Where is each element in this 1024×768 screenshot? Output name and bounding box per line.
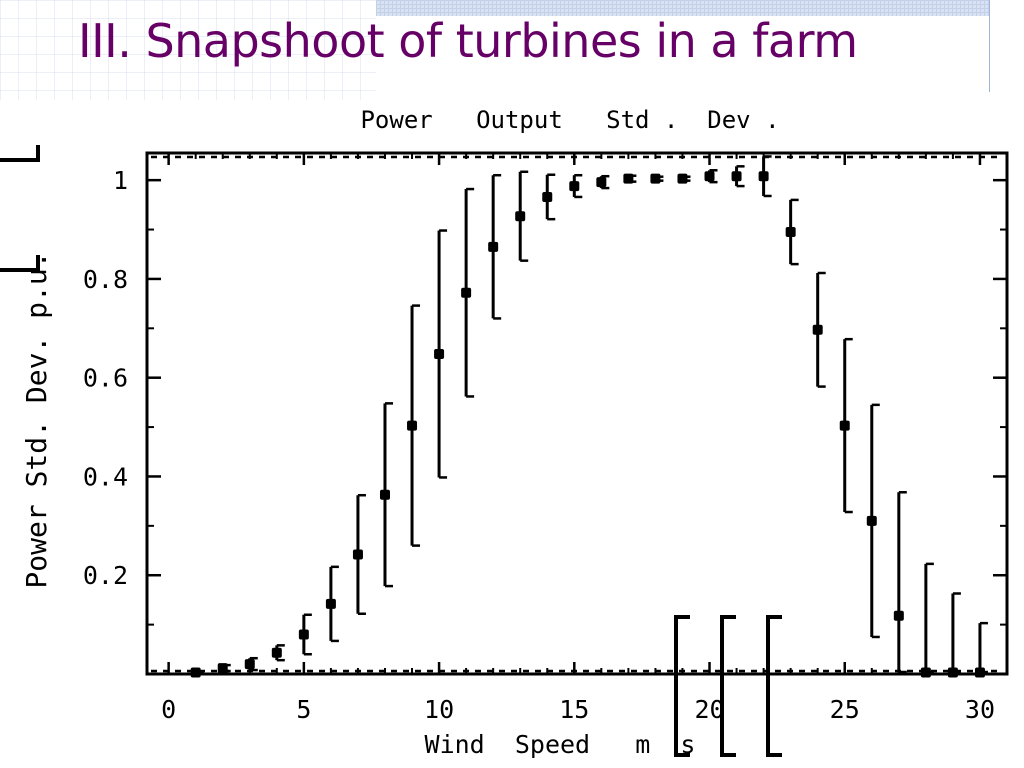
data-point xyxy=(839,420,850,431)
data-point xyxy=(758,171,769,182)
plot-area: 0 5 10 15 20 25 30 0.2 0.4 0.6 0.8 1 xyxy=(83,151,1009,724)
y-tick-label: 1 xyxy=(113,166,128,195)
chart-title: Power Output Std . Dev . xyxy=(360,106,779,134)
data-point xyxy=(488,241,499,252)
background-grid-pattern xyxy=(0,0,376,100)
x-tick-label: 25 xyxy=(830,695,860,724)
bracket-mark xyxy=(766,615,782,757)
header-decoration-band xyxy=(376,0,990,16)
y-tick-label: 0.4 xyxy=(83,462,128,491)
data-point xyxy=(244,659,255,670)
data-point xyxy=(325,598,336,609)
data-point xyxy=(271,647,282,658)
data-point xyxy=(190,667,201,678)
data-point xyxy=(920,667,931,678)
header-decoration-line xyxy=(989,0,990,92)
y-tick-label: 0.2 xyxy=(83,561,128,590)
data-point xyxy=(515,211,526,222)
y-axis-label: Power Std. Dev. p.u. xyxy=(20,251,53,588)
slide-title: III. Snapshoot of turbines in a farm xyxy=(78,14,858,68)
x-tick-label: 20 xyxy=(694,695,724,724)
decorative-brackets xyxy=(0,145,782,757)
x-tick-label: 15 xyxy=(559,695,589,724)
data-point xyxy=(434,348,445,359)
y-tick-label: 0.8 xyxy=(83,265,128,294)
data-point xyxy=(542,191,553,202)
y-tick-label: 0.6 xyxy=(83,364,128,393)
x-tick-label: 0 xyxy=(161,695,176,724)
data-point xyxy=(893,610,904,621)
x-tick-label: 30 xyxy=(965,695,995,724)
bracket-mark xyxy=(0,145,40,162)
data-point xyxy=(974,667,985,678)
data-point xyxy=(947,667,958,678)
data-point xyxy=(596,177,607,188)
data-point xyxy=(379,489,390,500)
data-point xyxy=(704,171,715,182)
bracket-mark xyxy=(674,615,690,757)
data-point xyxy=(298,629,309,640)
data-point xyxy=(461,287,472,298)
data-point xyxy=(352,549,363,560)
data-point xyxy=(650,173,661,184)
plot-frame xyxy=(145,151,1009,676)
bracket-mark xyxy=(720,615,736,757)
bracket-mark xyxy=(0,255,40,272)
data-point xyxy=(217,663,228,674)
data-point xyxy=(785,227,796,238)
data-point xyxy=(623,173,634,184)
x-tick-label: 10 xyxy=(424,695,454,724)
data-point xyxy=(866,515,877,526)
data-point xyxy=(731,171,742,182)
x-tick-label: 5 xyxy=(296,695,311,724)
data-point xyxy=(677,173,688,184)
data-point xyxy=(569,181,580,192)
x-axis-label: Wind Speed m s xyxy=(425,730,696,759)
data-point xyxy=(407,420,418,431)
data-point xyxy=(812,324,823,335)
